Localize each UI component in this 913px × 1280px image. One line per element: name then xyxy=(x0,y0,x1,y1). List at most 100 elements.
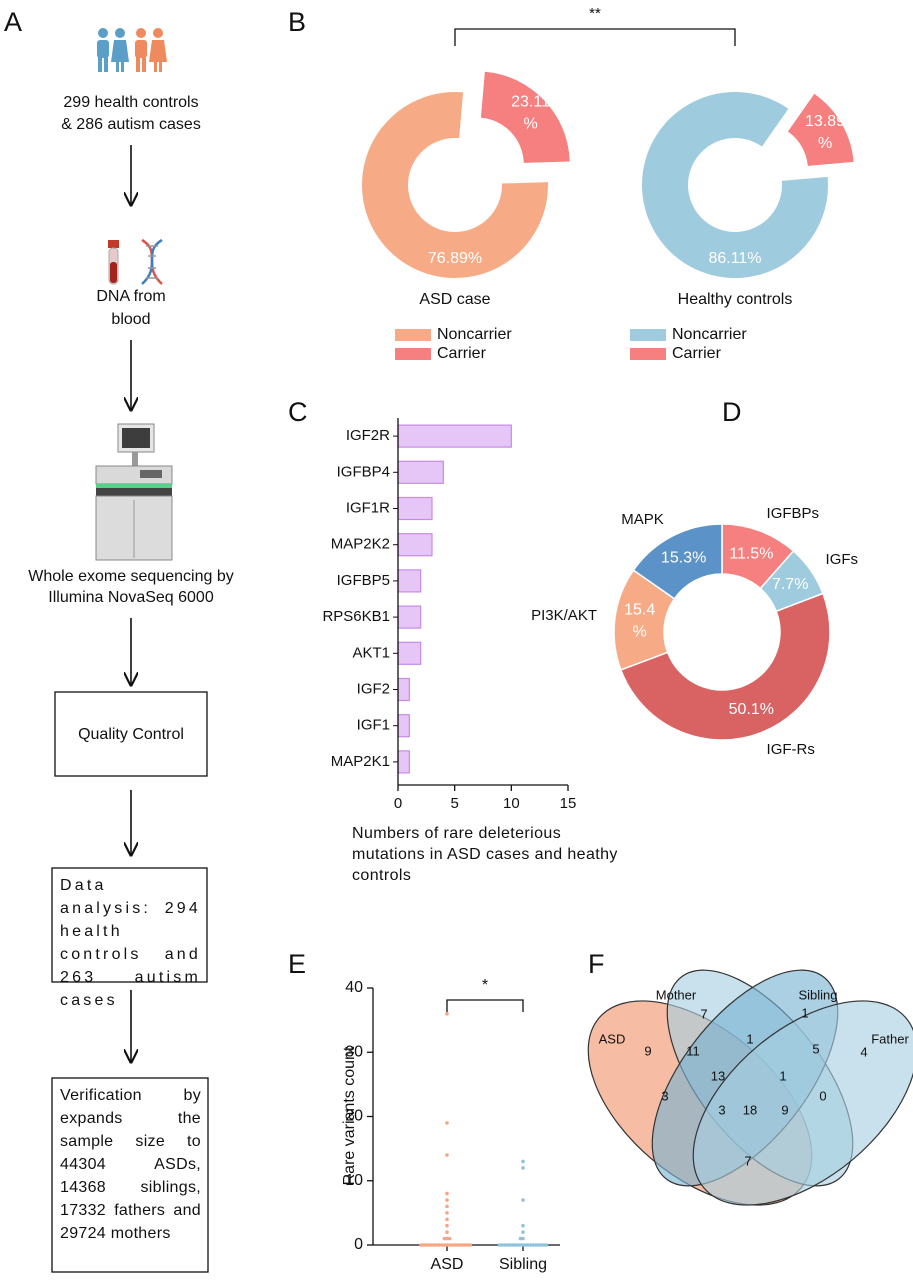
data-point xyxy=(534,1243,538,1247)
panel-label: A xyxy=(4,7,22,37)
legend-label: Noncarrier xyxy=(672,326,747,343)
data-point xyxy=(455,1243,460,1247)
legend-label: Carrier xyxy=(437,345,487,362)
bar xyxy=(397,605,422,629)
data-point xyxy=(460,1243,465,1247)
data-point xyxy=(536,1243,541,1247)
donut-segment xyxy=(480,71,570,163)
venn-set xyxy=(692,1000,913,1206)
data-point xyxy=(521,1166,525,1170)
data-point xyxy=(453,1243,457,1247)
data-point xyxy=(539,1243,543,1247)
bar xyxy=(397,714,410,738)
venn-set-label: ASD xyxy=(599,1031,626,1046)
data-point xyxy=(523,1243,528,1247)
y-tick-label: 0 xyxy=(354,1236,363,1253)
panel-label: D xyxy=(722,397,742,427)
y-tick-label: 20 xyxy=(345,1108,363,1125)
bar xyxy=(397,424,512,448)
bar xyxy=(397,569,422,593)
value-label: 50.1% xyxy=(729,701,774,718)
data-point xyxy=(440,1243,444,1247)
data-point xyxy=(442,1243,447,1247)
data-point xyxy=(542,1243,546,1247)
data-point xyxy=(445,1230,449,1234)
y-tick-label: 30 xyxy=(345,1043,363,1060)
data-point xyxy=(447,1243,452,1247)
pie-title: ASD case xyxy=(419,291,490,308)
x-tick-label: 0 xyxy=(394,795,402,812)
legend-swatch xyxy=(395,348,431,360)
people-icon xyxy=(97,28,167,72)
venn-set-label: Sibling xyxy=(798,987,837,1002)
flow-box xyxy=(51,1077,209,1273)
venn-region-count: 13 xyxy=(711,1068,725,1083)
legend-swatch xyxy=(630,329,666,341)
data-point xyxy=(466,1243,470,1247)
data-point xyxy=(521,1243,525,1247)
flow-box xyxy=(54,691,208,777)
y-tick-label: IGF2 xyxy=(357,680,390,697)
venn-region-count: 1 xyxy=(801,1005,808,1020)
data-point xyxy=(468,1243,473,1247)
data-point xyxy=(505,1243,510,1247)
flow-box xyxy=(51,867,208,983)
data-point xyxy=(445,1198,449,1202)
data-point xyxy=(419,1243,423,1247)
data-point xyxy=(424,1243,429,1247)
venn-region-count: 1 xyxy=(746,1031,753,1046)
blood-dna-icon xyxy=(108,238,163,285)
data-point xyxy=(434,1243,439,1247)
category-label: IGF-Rs xyxy=(767,741,815,758)
data-point xyxy=(458,1243,462,1247)
donut-segment xyxy=(642,92,828,279)
x-axis-label: Numbers of rare deleterious mutations in… xyxy=(352,825,618,884)
data-point xyxy=(516,1243,520,1247)
panel-label: E xyxy=(288,949,306,979)
y-tick-label: RPS6KB1 xyxy=(322,608,390,625)
category-label: IGFs xyxy=(826,551,859,568)
flow-step-text: DNA from xyxy=(96,288,165,305)
bar xyxy=(397,460,444,484)
data-point xyxy=(429,1243,434,1247)
legend-label: Noncarrier xyxy=(437,326,512,343)
value-label: 86.11% xyxy=(708,250,761,267)
x-tick-label: 10 xyxy=(503,795,520,812)
data-point xyxy=(521,1223,525,1228)
y-tick-label: IGF1 xyxy=(357,717,390,734)
venn-region-count: 1 xyxy=(779,1068,786,1083)
panel-label: C xyxy=(288,397,308,427)
y-tick-label: IGF1R xyxy=(346,499,390,516)
data-point xyxy=(445,1211,449,1215)
venn-region-count: 3 xyxy=(661,1088,668,1103)
value-label: 23.11% xyxy=(511,94,550,133)
bar xyxy=(397,533,433,557)
data-point xyxy=(445,1191,449,1196)
flow-step-text: 299 health controls xyxy=(63,94,198,111)
bar xyxy=(397,750,410,774)
data-point xyxy=(445,1011,449,1016)
y-tick-label: IGFBP4 xyxy=(337,463,390,480)
significance-label: ** xyxy=(589,5,601,22)
flow-step-text: Illumina NovaSeq 6000 xyxy=(48,589,214,606)
significance-bracket xyxy=(454,28,736,46)
y-tick-label: MAP2K1 xyxy=(331,753,390,770)
significance-label: * xyxy=(482,977,488,994)
venn-region-count: 5 xyxy=(812,1041,819,1056)
donut-segment xyxy=(619,592,831,741)
panel-label: B xyxy=(288,7,306,37)
data-point xyxy=(518,1236,523,1241)
data-point xyxy=(529,1243,533,1247)
data-point xyxy=(445,1153,449,1157)
legend-label: Carrier xyxy=(672,345,722,362)
flow-box-text: Data analysis: 294 health controls and 2… xyxy=(60,877,201,1009)
data-point xyxy=(421,1243,426,1247)
venn-region-count: 9 xyxy=(781,1102,788,1117)
data-point xyxy=(437,1243,442,1247)
value-label: 76.89% xyxy=(428,250,482,267)
y-tick-label: IGFBP5 xyxy=(337,572,390,589)
data-point xyxy=(427,1243,431,1247)
y-tick-label: MAP2K2 xyxy=(331,536,390,553)
data-point xyxy=(508,1243,512,1247)
